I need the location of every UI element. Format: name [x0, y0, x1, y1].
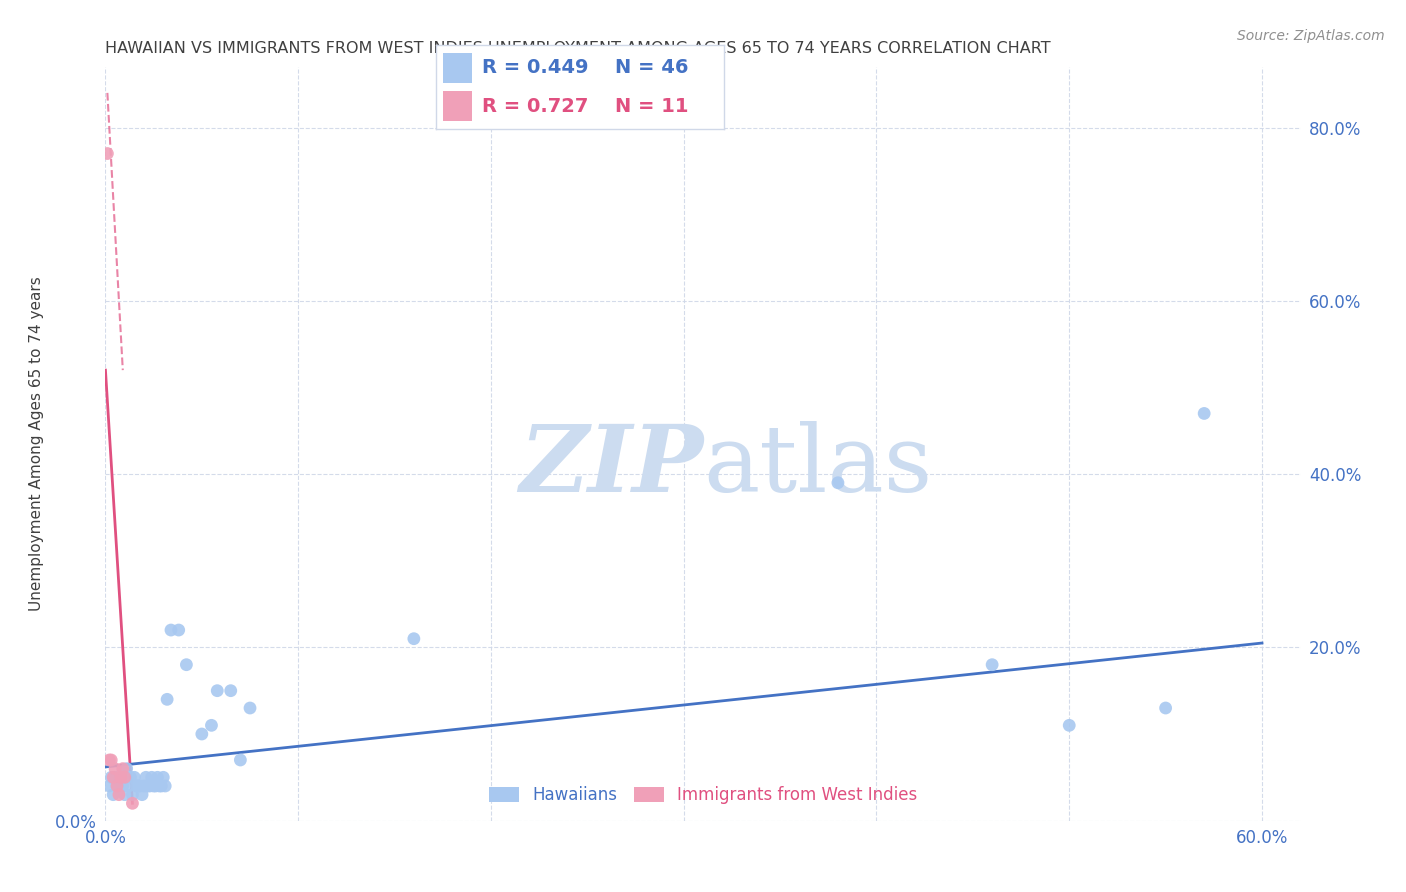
Text: N = 46: N = 46: [614, 58, 688, 78]
Point: [98, 779, 121, 793]
Text: ZIP: ZIP: [519, 421, 703, 511]
Point: [108, 779, 131, 793]
Point: [101, 770, 124, 784]
Point: [139, 779, 162, 793]
Point: [141, 770, 163, 784]
Point: [176, 657, 198, 672]
Point: [153, 779, 177, 793]
Point: [981, 657, 1004, 672]
Point: [96, 146, 118, 161]
Text: atlas: atlas: [703, 421, 932, 511]
Point: [146, 770, 169, 784]
Point: [167, 623, 190, 637]
Point: [200, 718, 222, 732]
Point: [191, 727, 214, 741]
Point: [145, 779, 167, 793]
Point: [1154, 701, 1177, 715]
Point: [104, 770, 127, 784]
Point: [105, 779, 128, 793]
Point: [207, 683, 229, 698]
Point: [120, 770, 142, 784]
Text: N = 11: N = 11: [614, 96, 688, 116]
Bar: [443, 54, 472, 83]
Point: [239, 701, 262, 715]
Point: [150, 779, 173, 793]
Point: [152, 770, 174, 784]
Point: [101, 788, 124, 802]
Point: [129, 779, 152, 793]
Point: [110, 770, 132, 784]
Point: [108, 788, 131, 802]
Point: [1057, 718, 1080, 732]
Point: [121, 797, 143, 811]
Point: [121, 788, 143, 802]
Point: [110, 770, 132, 784]
Point: [1192, 407, 1215, 421]
Legend: Hawaiians, Immigrants from West Indies: Hawaiians, Immigrants from West Indies: [481, 778, 925, 813]
Point: [160, 623, 183, 637]
Point: [115, 762, 138, 776]
Point: [111, 762, 134, 776]
Point: [402, 632, 425, 646]
Point: [131, 788, 153, 802]
Point: [117, 779, 139, 793]
Point: [827, 475, 849, 490]
Point: [142, 779, 165, 793]
Point: [114, 788, 136, 802]
Point: [229, 753, 252, 767]
Text: R = 0.449: R = 0.449: [482, 58, 589, 78]
Point: [98, 753, 121, 767]
Text: HAWAIIAN VS IMMIGRANTS FROM WEST INDIES UNEMPLOYMENT AMONG AGES 65 TO 74 YEARS C: HAWAIIAN VS IMMIGRANTS FROM WEST INDIES …: [105, 41, 1052, 56]
Point: [156, 692, 179, 706]
Y-axis label: Unemployment Among Ages 65 to 74 years: Unemployment Among Ages 65 to 74 years: [30, 277, 44, 611]
Point: [100, 770, 122, 784]
Point: [114, 770, 136, 784]
Point: [104, 762, 127, 776]
Point: [111, 779, 134, 793]
Point: [125, 779, 148, 793]
Point: [135, 770, 157, 784]
Point: [127, 779, 149, 793]
Point: [105, 779, 128, 793]
Text: Source: ZipAtlas.com: Source: ZipAtlas.com: [1237, 29, 1385, 43]
Point: [100, 753, 122, 767]
Point: [124, 770, 146, 784]
Point: [148, 779, 170, 793]
Point: [136, 779, 159, 793]
Bar: [443, 91, 472, 120]
Text: R = 0.727: R = 0.727: [482, 96, 588, 116]
Point: [219, 683, 242, 698]
Point: [132, 779, 155, 793]
